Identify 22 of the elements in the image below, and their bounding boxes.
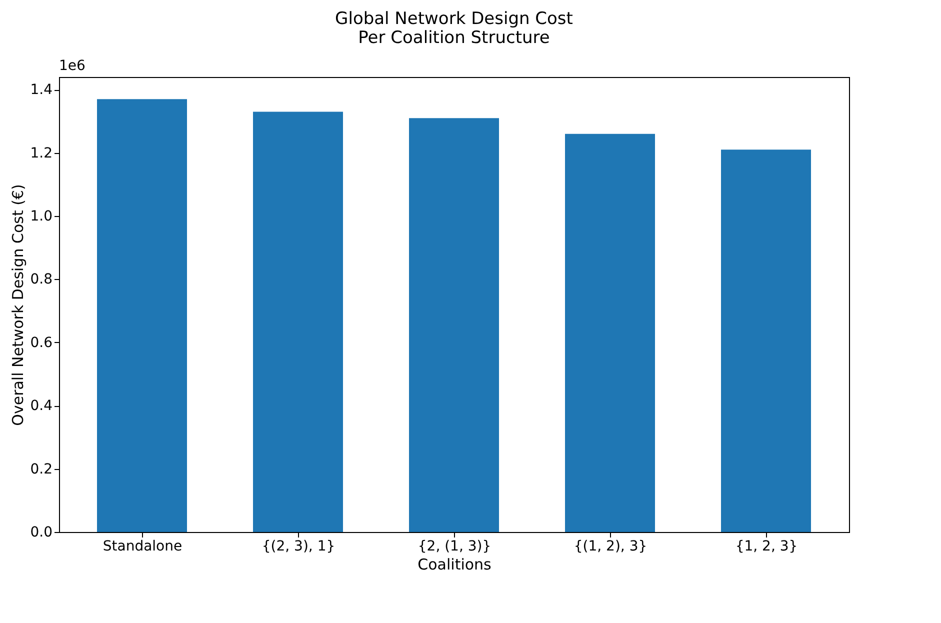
chart-title: Global Network Design Cost Per Coalition Structure bbox=[335, 9, 574, 48]
bar bbox=[565, 134, 655, 532]
bar bbox=[721, 150, 811, 532]
text: 1e6 bbox=[59, 58, 86, 74]
y-tick-label: 0.6 bbox=[30, 334, 53, 351]
y-axis-title: Overall Network Design Cost (€) bbox=[9, 184, 28, 426]
bar bbox=[409, 118, 499, 532]
x-tick-label: {(1, 2), 3} bbox=[574, 538, 648, 554]
x-tick-label: {(2, 3), 1} bbox=[262, 538, 336, 554]
x-axis-title: Coalitions bbox=[418, 556, 492, 574]
y-tick-label: 1.4 bbox=[30, 82, 53, 98]
y-tick-label: 0.2 bbox=[30, 461, 52, 478]
x-tick-label: Standalone bbox=[102, 538, 182, 554]
y-tick-label: 1.0 bbox=[30, 208, 52, 225]
x-tick-label: {1, 2, 3} bbox=[735, 538, 798, 554]
y-tick-label: 1.2 bbox=[30, 145, 52, 162]
x-tick-label: {2, (1, 3)} bbox=[418, 538, 492, 554]
bar bbox=[253, 112, 343, 532]
y-tick-label: 0.4 bbox=[30, 398, 53, 414]
y-tick-label: 0.0 bbox=[30, 524, 52, 540]
y-tick-label: 0.8 bbox=[30, 272, 52, 288]
bar bbox=[97, 99, 187, 532]
